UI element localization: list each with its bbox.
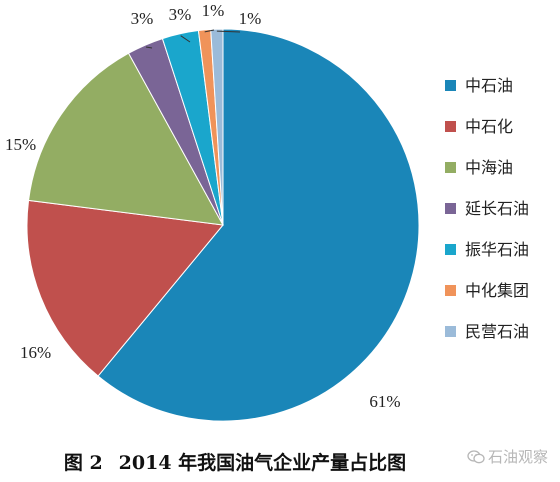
watermark: 石油观察 [467, 446, 548, 467]
percent-label-3: 15% [5, 135, 36, 154]
leader-line-5 [180, 35, 191, 43]
watermark-text: 石油观察 [487, 448, 548, 466]
percent-label-4: 3% [131, 9, 154, 28]
figure-number: 图 2 [63, 452, 103, 474]
legend-label-2: 中石化 [465, 117, 513, 136]
legend-swatch-5 [445, 244, 456, 255]
leader-lines [145, 29, 241, 49]
legend-label-1: 中石油 [465, 76, 513, 95]
legend-label-5: 振华石油 [465, 240, 529, 259]
percent-label-1: 61% [369, 392, 400, 411]
legend-swatch-4 [445, 203, 456, 214]
leader-line-4 [145, 46, 153, 49]
wechat-icon [467, 450, 485, 464]
percent-label-7: 1% [239, 9, 262, 28]
percent-label-5: 3% [169, 5, 192, 24]
legend-label-4: 延长石油 [465, 199, 529, 218]
legend-swatch-7 [445, 326, 456, 337]
pie-slice-2 [26, 199, 224, 377]
pie-slices [26, 28, 420, 422]
legend-swatch-6 [445, 285, 456, 296]
legend-label-3: 中海油 [465, 158, 513, 177]
percent-label-6: 1% [202, 1, 225, 20]
legend-label-7: 民营石油 [465, 322, 529, 341]
percent-labels: 61% 16% 15% 3% 3% 1% 1% [5, 1, 401, 411]
legend-swatch-3 [445, 162, 456, 173]
leader-line-7 [216, 30, 241, 33]
legend-swatch-1 [445, 80, 456, 91]
figure-caption: 图 2 2014 年我国油气企业产量占比图 [0, 448, 470, 475]
pie-slice-7 [210, 28, 224, 226]
figure-title: 2014 年我国油气企业产量占比图 [118, 452, 407, 474]
legend-label-6: 中化集团 [465, 281, 529, 300]
pie-slice-1 [97, 28, 420, 422]
legend-swatch-2 [445, 121, 456, 132]
leader-line-6 [204, 29, 215, 33]
pie-slice-3 [27, 52, 224, 226]
percent-label-2: 16% [20, 343, 51, 362]
